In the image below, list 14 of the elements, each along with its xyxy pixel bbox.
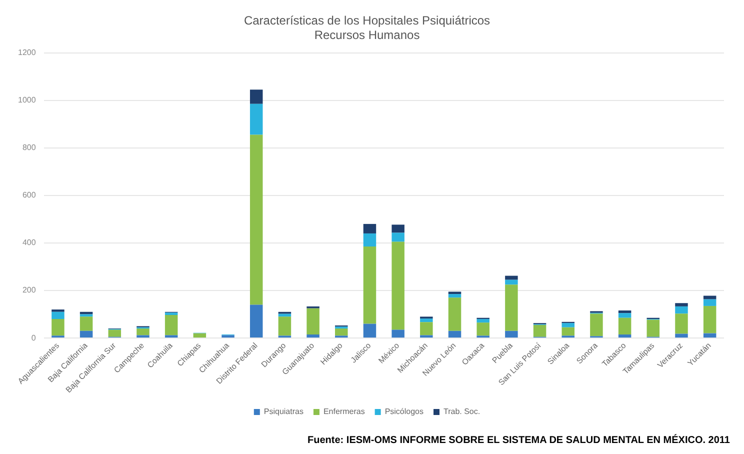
y-tick-label: 1000 — [18, 96, 36, 105]
y-tick-label: 200 — [22, 286, 36, 295]
text: Recursos Humanos — [314, 28, 420, 42]
source-note: Fuente: IESM-OMS INFORME SOBRE EL SISTEMA DE SALUD MENTAL EN MÉXICO. 2011 — [308, 435, 730, 446]
legend-label: Enfermeras — [323, 407, 365, 416]
legend-label: Trab. Soc. — [444, 407, 480, 416]
y-tick-label: 600 — [22, 190, 36, 200]
legend-label: Psiquiatras — [264, 407, 304, 416]
text: Características de los Hopsitales Psiquiátricos — [244, 14, 490, 28]
legend-label: Psicólogos — [384, 407, 424, 416]
y-tick-label: 800 — [22, 143, 36, 152]
y-tick-label: 1200 — [18, 48, 36, 58]
y-tick-label: 0 — [31, 333, 36, 342]
y-tick-label: 400 — [22, 238, 36, 248]
